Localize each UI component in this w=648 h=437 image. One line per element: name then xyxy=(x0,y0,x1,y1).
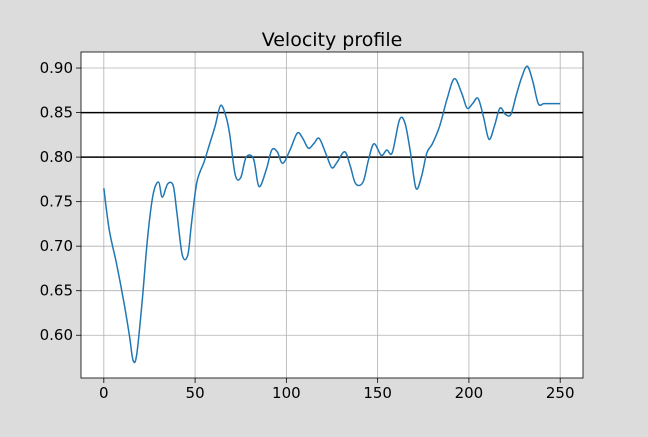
y-tick-label: 0.70 xyxy=(40,237,73,255)
x-tick-label: 250 xyxy=(546,384,575,402)
plot-area-frame xyxy=(80,51,584,379)
series-layer xyxy=(103,65,561,364)
y-tick-label: 0.60 xyxy=(40,326,73,344)
x-tick-label: 100 xyxy=(272,384,301,402)
y-tick-label: 0.75 xyxy=(40,193,73,211)
chart-title: Velocity profile xyxy=(262,29,403,51)
x-tick-label: 50 xyxy=(186,384,205,402)
x-tick-label: 0 xyxy=(99,384,109,402)
y-axis: 0.60 0.65 0.70 0.75 0.80 0.85 0.90 xyxy=(40,59,81,344)
series-line-velocity xyxy=(103,65,561,364)
y-tick-label: 0.85 xyxy=(40,104,73,122)
y-tick-label: 0.65 xyxy=(40,282,73,300)
x-tick-label: 150 xyxy=(363,384,392,402)
y-tick-label: 0.90 xyxy=(40,59,73,77)
y-tick-label: 0.80 xyxy=(40,148,73,166)
plot-area-background xyxy=(81,52,583,378)
x-axis: 0 50 100 150 200 250 xyxy=(99,378,575,402)
reference-lines xyxy=(81,111,583,158)
x-tick-label: 200 xyxy=(455,384,484,402)
